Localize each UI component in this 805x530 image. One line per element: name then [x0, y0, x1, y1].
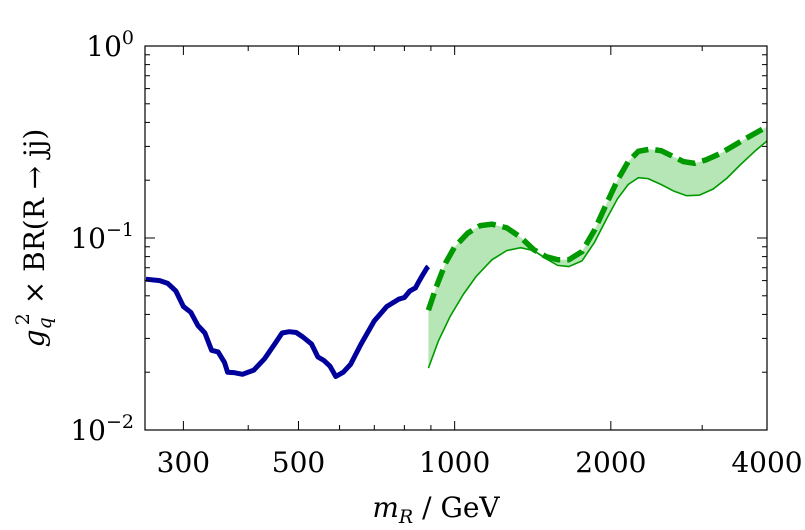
- x-tick-label: 2000: [575, 446, 646, 479]
- y-tick-label: 100: [86, 27, 134, 63]
- y-tick-label: 10−1: [70, 219, 134, 255]
- x-tick-label: 1000: [419, 446, 490, 479]
- plot-area: [145, 124, 769, 379]
- expected-uncertainty-band: [428, 126, 767, 369]
- x-axis-label: mR / GeV: [372, 491, 500, 528]
- x-tick-label: 500: [272, 446, 325, 479]
- x-tick-label: 4000: [731, 446, 802, 479]
- y-axis-label: gq2 × BR(R → jj): [12, 129, 56, 348]
- observed-limit-line: [145, 264, 431, 379]
- expected-lower-line: [427, 140, 768, 369]
- y-tick-label: 10−2: [70, 411, 134, 447]
- axis-ticks: 300 500 1000 2000 4000 100 10−1 10−2: [70, 27, 802, 479]
- expected-upper-dashed-line: [425, 124, 769, 312]
- x-tick-label: 300: [157, 446, 210, 479]
